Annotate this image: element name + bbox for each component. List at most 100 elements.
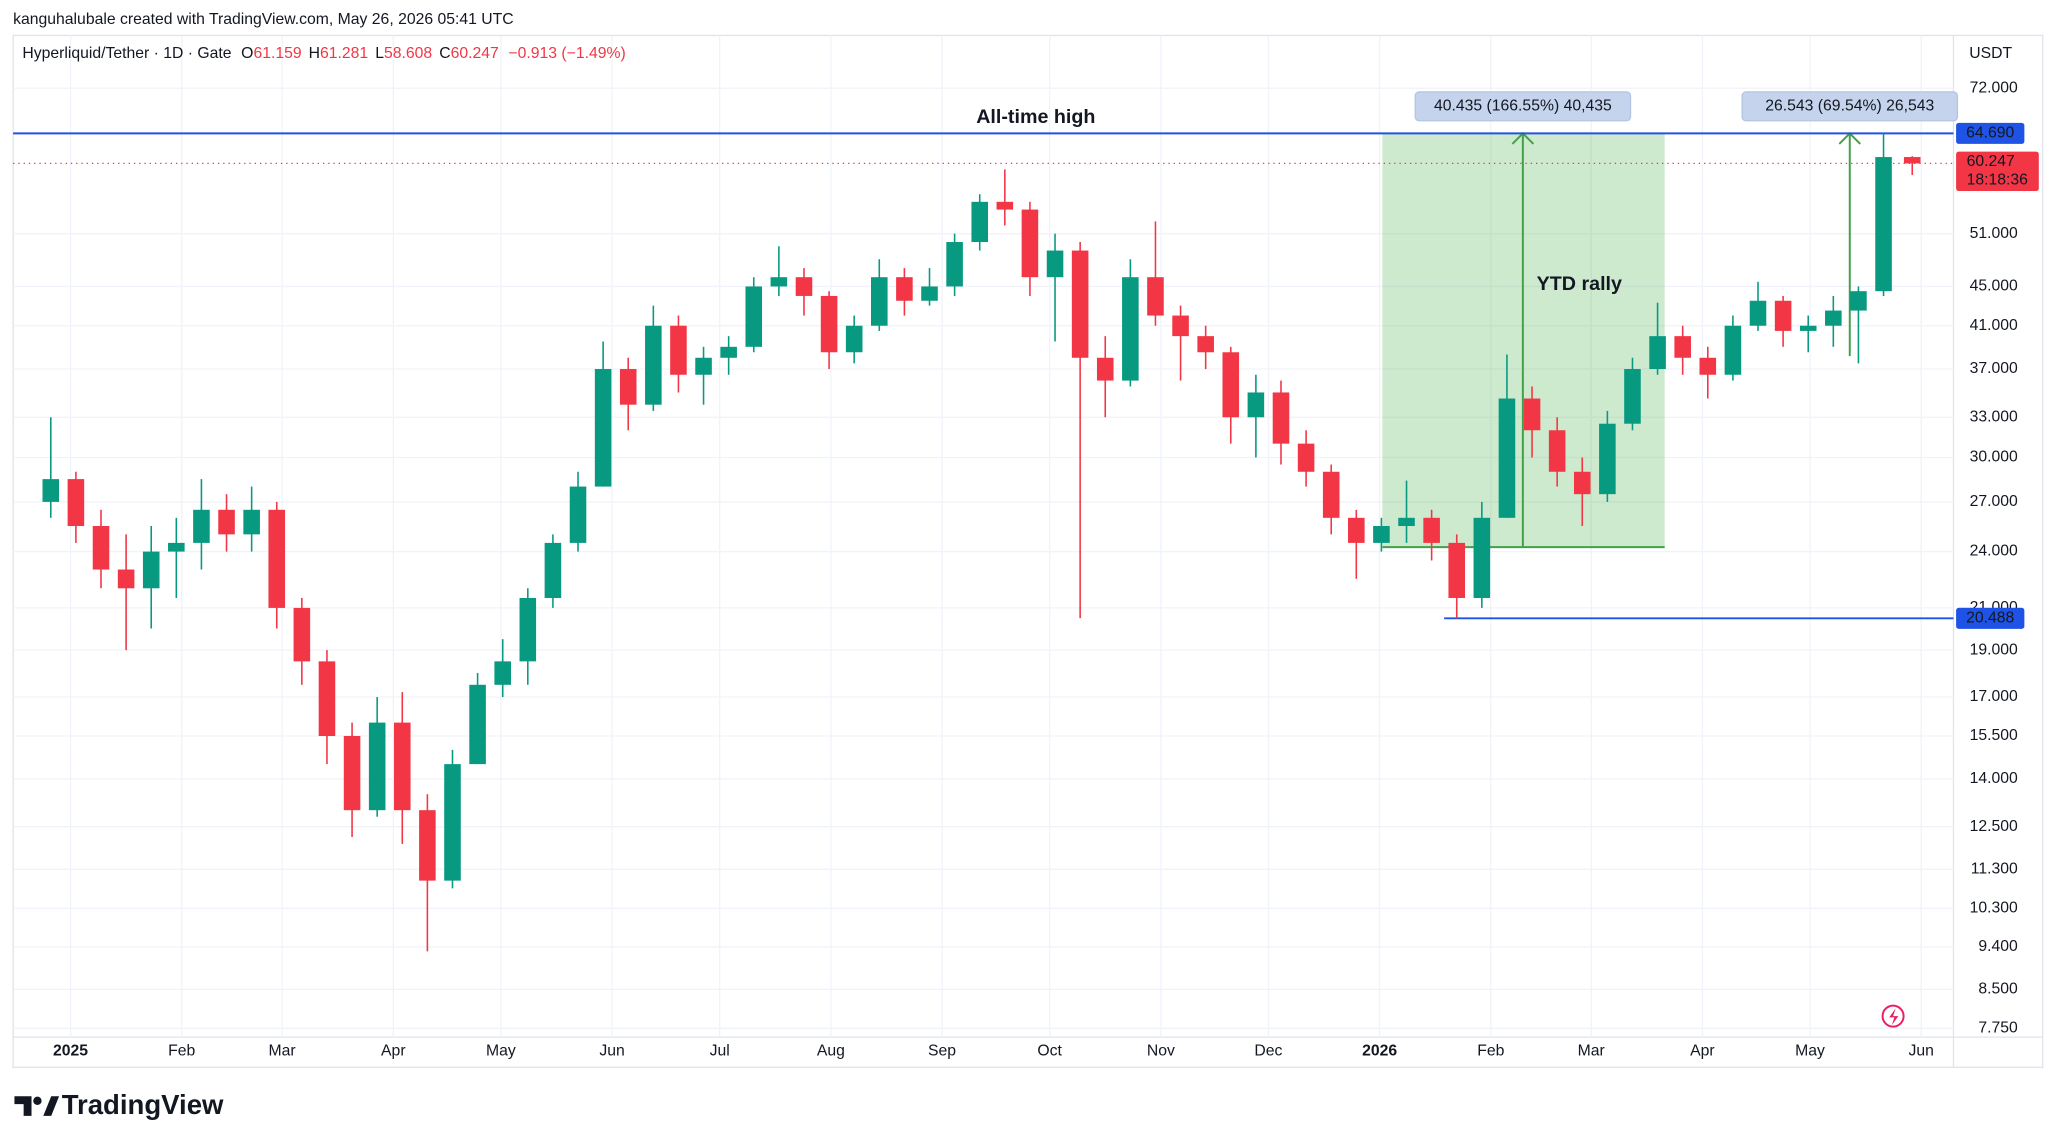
candle-body [368,722,386,811]
candle-body [268,509,286,608]
x-tick-label: Jun [1908,1043,1933,1060]
candle-body [569,486,587,543]
x-tick-label: Mar [269,1043,296,1060]
icon-bolt [1889,1008,1899,1026]
candle-body [494,661,511,685]
y-tick-label: 14.000 [1970,770,2018,787]
currency: USDT [1969,45,2012,62]
candle-body [594,369,612,487]
candle-body [921,286,938,301]
candle-body [1498,398,1516,518]
x-tick-label: Mar [1578,1043,1605,1060]
candle-body [1222,352,1240,418]
candle-body [544,542,562,598]
candle-body [946,242,963,287]
candle-body [1046,250,1064,278]
x-tick-label: 2026 [1362,1043,1397,1060]
candle-body [1172,315,1189,337]
c-label: C [439,45,450,62]
candle-body [218,509,235,535]
range-label-box [1414,91,1632,122]
level-tag-label: 20.488 [1966,609,2014,626]
candle-body [393,722,411,811]
candle-body [1423,517,1440,543]
candle-body [1021,209,1039,278]
y-tick-label: 72.000 [1970,79,2018,96]
h-label: H [309,45,320,62]
x-tick-label: Sep [928,1043,956,1060]
h-value: 61.281 [320,45,368,62]
candle-body [971,201,989,243]
x-tick-label: Aug [817,1043,845,1060]
candle-body [1147,277,1164,316]
y-tick-label: 10.300 [1970,900,2018,917]
candle-body [343,735,361,811]
y-tick-label: 17.000 [1970,688,2018,705]
candle-body [168,542,185,552]
candle-body [1523,398,1541,431]
y-tick-label: 7.750 [1978,1019,2018,1036]
symbol: Hyperliquid/Tether · 1D · Gate [22,45,231,62]
logo-dot [33,1096,42,1105]
candle-body [670,325,687,375]
icon [1881,1004,1905,1028]
candle-body [42,479,60,502]
y-tick-label: 19.000 [1970,641,2018,658]
candle-body [1373,526,1390,543]
countdown: 18:18:36 [1967,172,2029,189]
range-label: 26.543 (69.54%) 26,543 [1765,97,1934,114]
candle-body [896,277,913,301]
candle-body [1799,325,1817,331]
last-price-tag [1956,151,2039,191]
candle-body [996,201,1014,210]
annotations: 40.435 (166.55%) 40,435 26.543 (69.54%) 2… [13,91,1959,620]
y-tick-label: 9.400 [1978,938,2018,955]
brand-logo [14,1096,60,1116]
y-tick-label: 27.000 [1970,493,2018,510]
candle-body [695,357,712,375]
change: −0.913 (−1.49%) [508,45,625,62]
y-tick-label: 24.000 [1970,543,2018,560]
candle-body [1774,300,1792,331]
level-tag-label: 64.690 [1966,125,2014,142]
logo-t [14,1096,32,1116]
candle-body [619,369,637,405]
x-tick-label: May [1795,1043,1825,1060]
range-label: 40.435 (166.55%) 40,435 [1434,97,1612,114]
candle-body [1749,300,1767,326]
x-tick-label: Feb [168,1043,195,1060]
y-tick-label: 41.000 [1970,317,2018,334]
legend: Hyperliquid/Tether · 1D · Gate O61.159 H… [22,45,625,62]
candle-body [444,764,461,881]
candle-body [1850,291,1867,311]
x-tick-label: May [486,1043,516,1060]
candle-body [1724,325,1742,375]
candle-body [193,509,210,543]
level-tag [1956,607,2025,629]
candle-body [92,526,110,570]
candle-body [820,295,838,353]
candle-body [1272,392,1290,444]
candle-body [1297,443,1315,472]
candle-body [745,286,763,347]
candle-body [1096,357,1114,381]
x-tick-label: Jul [710,1043,730,1060]
candle-body [1825,310,1842,326]
y-tick-label: 30.000 [1970,449,2018,466]
x-tick-label: Oct [1037,1043,1062,1060]
y-tick-label: 11.300 [1971,860,2018,877]
candle-body [1599,423,1616,495]
candle-body [1322,471,1340,518]
candle-body [293,607,311,662]
x-tick-label: 2025 [53,1043,88,1060]
candle-body [1398,517,1415,527]
last-price-label: 60.247 [1967,153,2015,170]
range-name: YTD rally [1537,273,1622,295]
candle-body [871,277,888,326]
y-tick-label: 8.500 [1978,981,2018,998]
credit: kanguhalubale created with TradingView.c… [13,11,514,28]
y-tick-label: 51.000 [1970,225,2018,242]
